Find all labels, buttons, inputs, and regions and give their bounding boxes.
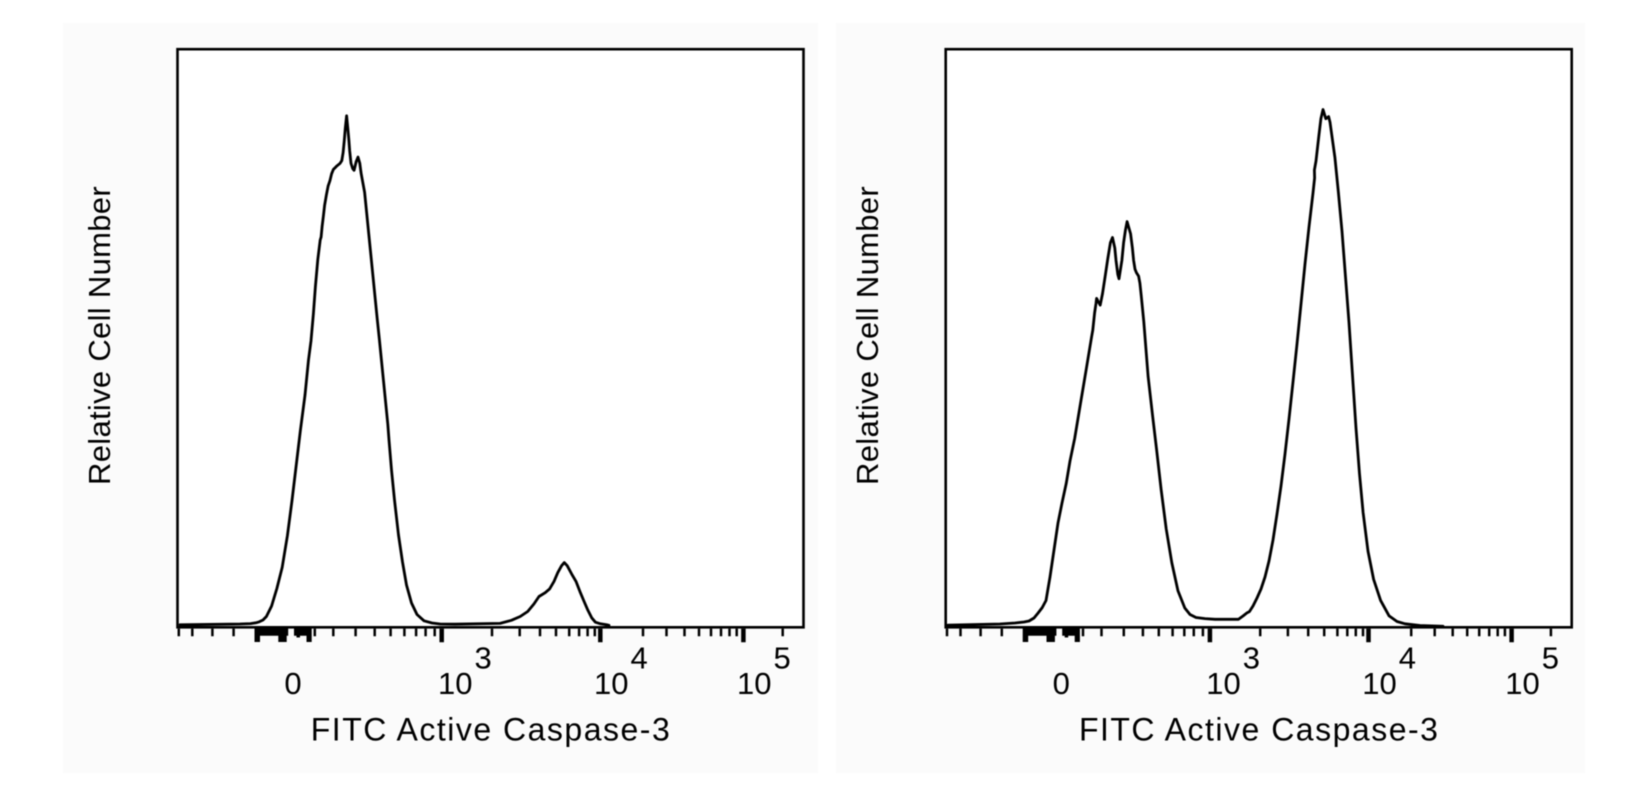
svg-text:10: 10	[737, 666, 771, 701]
svg-text:10: 10	[594, 666, 628, 701]
svg-text:3: 3	[475, 641, 492, 676]
svg-text:0: 0	[284, 666, 301, 701]
svg-text:Relative Cell Number: Relative Cell Number	[82, 186, 117, 485]
svg-text:5: 5	[774, 641, 791, 676]
svg-text:FITC Active Caspase-3: FITC Active Caspase-3	[311, 712, 672, 748]
svg-text:4: 4	[631, 641, 648, 676]
svg-text:10: 10	[438, 666, 472, 701]
